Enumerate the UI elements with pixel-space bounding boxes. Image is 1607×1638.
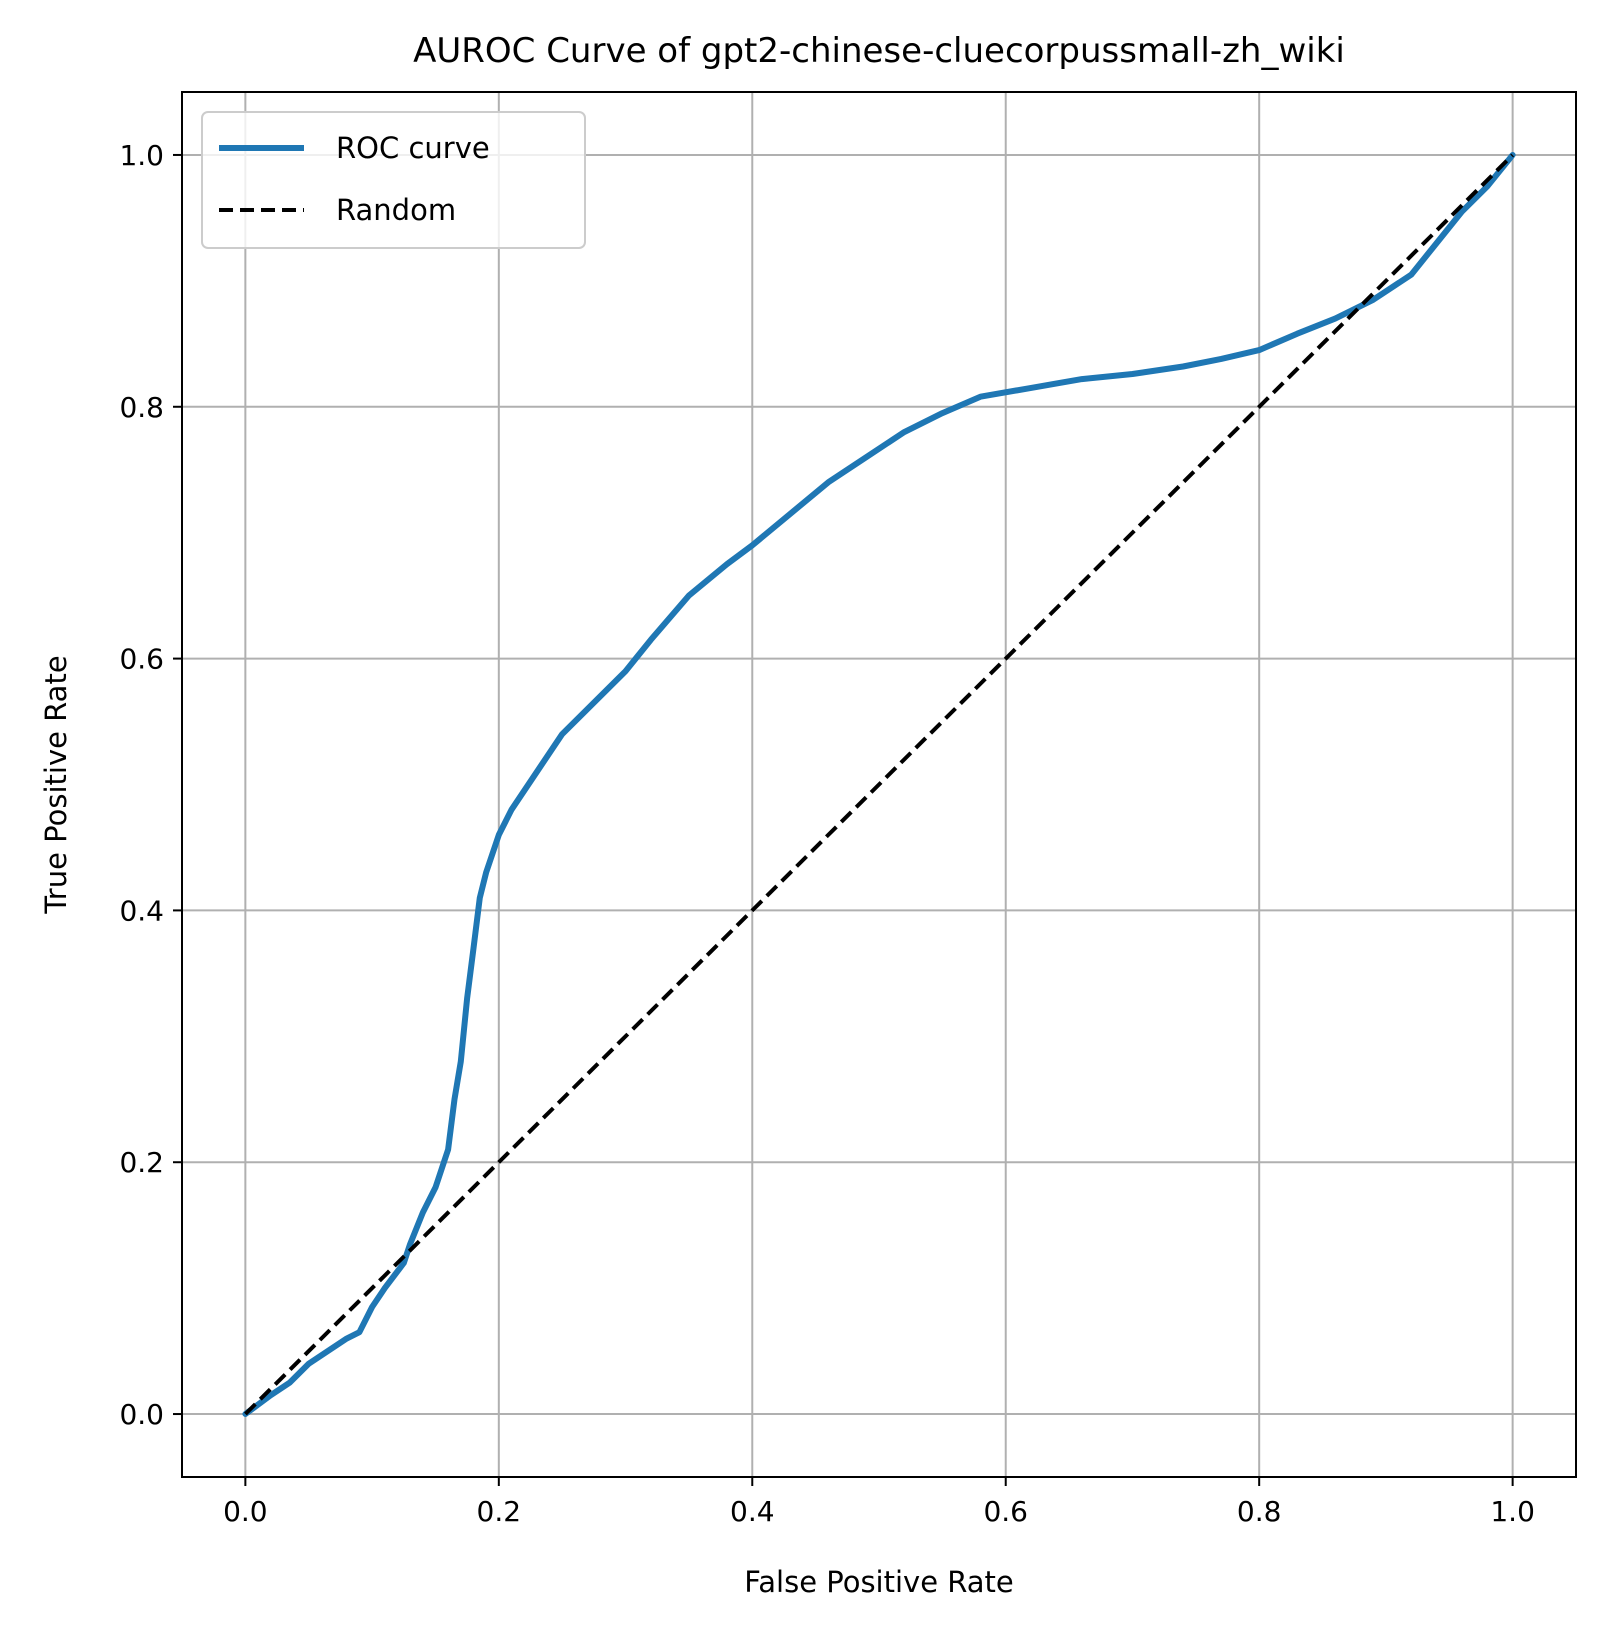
chart-title: AUROC Curve of gpt2-chinese-cluecorpussm… (413, 31, 1345, 71)
y-tick-label: 0.8 (119, 391, 164, 424)
plot-frame (181, 91, 1577, 1478)
x-tick-label: 1.0 (1490, 1495, 1535, 1528)
x-tick-label: 0.2 (477, 1495, 522, 1528)
y-axis-ticks: 0.0 0.2 0.4 0.6 0.8 1.0 (119, 139, 182, 1431)
x-tick-label: 0.6 (983, 1495, 1028, 1528)
series-line-roc-curve (242, 152, 1516, 1417)
y-tick-label: 0.2 (119, 1146, 164, 1179)
series-line-random (243, 153, 1515, 1416)
series-layer (242, 152, 1516, 1417)
y-tick-label: 1.0 (119, 139, 164, 172)
legend: ROC curve Random (201, 111, 586, 249)
legend-label-random: Random (336, 193, 456, 227)
x-axis-label: False Positive Rate (744, 1565, 1014, 1599)
x-tick-label: 0.4 (730, 1495, 775, 1528)
x-tick-label: 0.0 (223, 1495, 268, 1528)
x-axis-ticks: 0.0 0.2 0.4 0.6 0.8 1.0 (223, 1477, 1535, 1528)
y-tick-label: 0.0 (119, 1398, 164, 1431)
y-tick-label: 0.4 (119, 894, 164, 927)
y-tick-label: 0.6 (119, 643, 164, 676)
x-tick-label: 0.8 (1237, 1495, 1282, 1528)
legend-label-roc-curve: ROC curve (336, 131, 490, 165)
y-axis-label: True Positive Rate (39, 655, 73, 914)
